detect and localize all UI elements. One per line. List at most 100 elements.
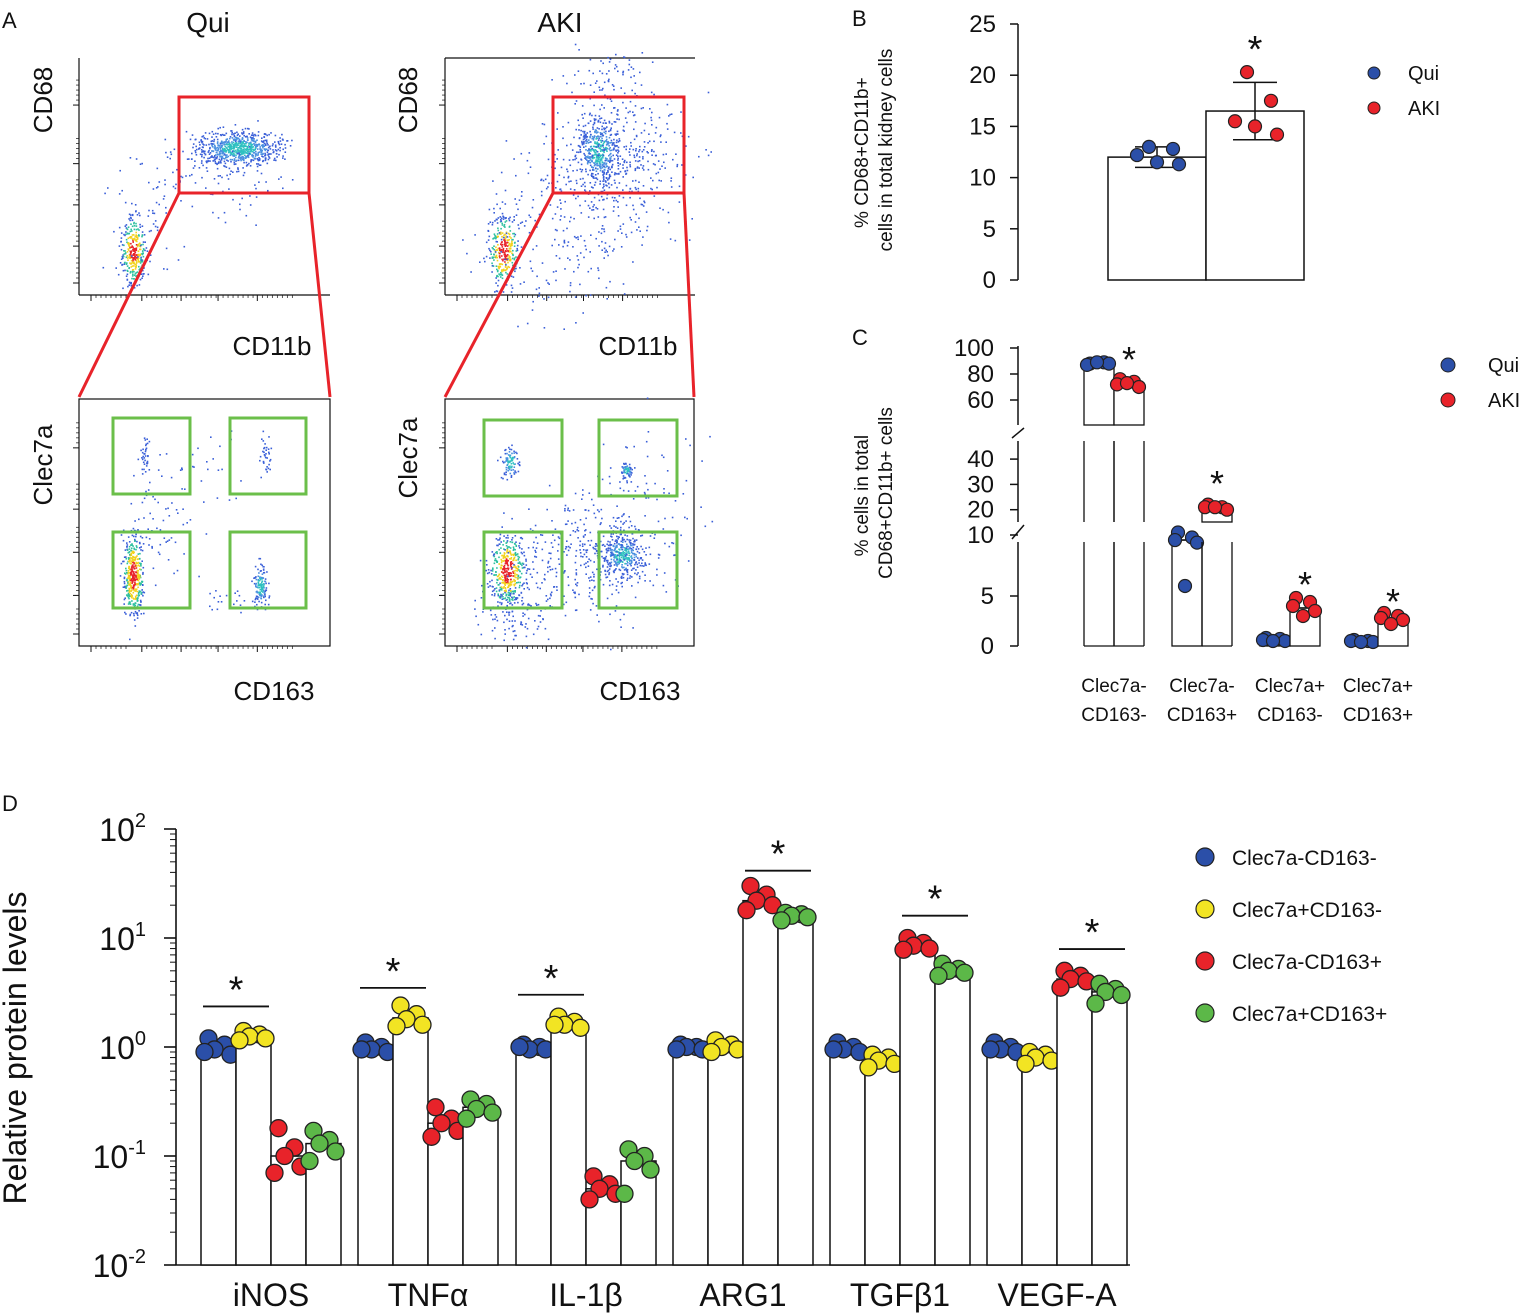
facs-event-dot xyxy=(601,137,603,140)
facs-event-dot xyxy=(121,263,124,266)
facs-event-dot xyxy=(223,148,226,150)
facs-event-dot xyxy=(231,150,234,153)
facs-event-dot xyxy=(163,195,166,197)
facs-event-dot xyxy=(133,249,136,252)
facs-gate-cd68-cd11b[interactable] xyxy=(177,95,311,195)
facs-event-dot xyxy=(252,139,254,141)
facs-event-dot xyxy=(515,471,517,474)
facs-event-dot xyxy=(564,504,567,507)
facs-event-dot xyxy=(260,576,263,579)
facs-event-dot xyxy=(508,451,511,453)
facs-event-dot xyxy=(516,553,519,555)
facs-event-dot xyxy=(126,594,128,596)
facs-event-dot xyxy=(678,201,681,203)
facs-event-dot xyxy=(126,278,129,281)
facs-event-dot xyxy=(632,543,634,545)
facs-event-dot xyxy=(509,235,511,238)
facs-event-dot xyxy=(236,137,239,139)
facs-event-dot xyxy=(515,576,517,579)
facs-event-dot xyxy=(264,603,266,606)
facs-event-dot xyxy=(253,582,256,585)
facs-event-dot xyxy=(505,140,508,142)
facs-event-dot xyxy=(650,150,653,152)
facs-event-dot xyxy=(611,536,613,538)
facs-event-dot xyxy=(265,446,268,449)
facs-event-dot xyxy=(607,544,610,547)
facs-gate-q4[interactable] xyxy=(228,530,308,610)
facs-event-dot xyxy=(621,539,624,542)
facs-event-dot xyxy=(573,591,575,594)
facs-event-dot xyxy=(601,163,604,166)
facs-event-dot xyxy=(601,249,603,251)
facs-event-dot xyxy=(599,523,602,526)
facs-event-dot xyxy=(211,608,213,611)
facs-event-dot xyxy=(531,576,533,578)
facs-event-dot xyxy=(608,136,611,139)
facs-event-dot xyxy=(494,291,496,293)
facs-event-dot xyxy=(562,229,565,232)
facs-event-dot xyxy=(135,275,137,277)
facs-event-dot xyxy=(217,601,220,603)
facs-event-dot xyxy=(535,547,538,549)
facs-gate-q2[interactable] xyxy=(228,416,308,496)
facs-event-dot xyxy=(260,601,263,604)
facs-event-dot xyxy=(237,159,240,162)
facs-event-dot xyxy=(609,129,612,131)
facs-event-dot xyxy=(223,143,226,146)
facs-event-dot xyxy=(182,508,184,510)
facs-event-dot xyxy=(622,196,625,199)
facs-gate-cd68-cd11b[interactable] xyxy=(551,95,686,195)
facs-event-dot xyxy=(629,546,631,549)
facs-event-dot xyxy=(201,153,203,156)
facs-event-dot xyxy=(506,598,509,601)
facs-event-dot xyxy=(616,527,619,529)
facs-event-dot xyxy=(507,454,510,456)
facs-event-dot xyxy=(240,142,242,145)
facs-event-dot xyxy=(516,458,519,460)
facs-event-dot xyxy=(599,161,601,164)
facs-event-dot xyxy=(611,159,614,162)
facs-event-dot xyxy=(221,145,223,147)
facs-event-dot xyxy=(566,540,568,542)
facs-event-dot xyxy=(517,581,520,584)
facs-event-dot xyxy=(606,179,609,181)
facs-event-dot xyxy=(591,589,594,592)
facs-event-dot xyxy=(670,113,673,115)
facs-event-dot xyxy=(493,594,496,597)
facs-event-dot xyxy=(649,535,652,537)
facs-event-dot xyxy=(540,534,542,536)
facs-gate-q1[interactable] xyxy=(111,416,192,496)
facs-event-dot xyxy=(610,558,613,561)
facs-event-dot xyxy=(582,556,584,558)
facs-title-aki: AKI xyxy=(537,7,582,38)
facs-event-dot xyxy=(583,112,586,115)
facs-event-dot xyxy=(564,200,566,203)
facs-event-dot xyxy=(131,558,134,561)
facs-gate-q3[interactable] xyxy=(111,530,192,610)
facs-event-dot xyxy=(635,555,638,558)
facs-event-dot xyxy=(579,549,581,551)
facs-event-dot xyxy=(255,224,257,226)
facs-plot-qui-clec7a-cd163: Clec7a CD163 xyxy=(28,398,331,706)
facs-event-dot xyxy=(499,595,501,598)
facs-event-dot xyxy=(151,209,154,212)
facs-event-dot xyxy=(599,540,602,543)
facs-event-dot xyxy=(608,177,611,179)
facs-event-dot xyxy=(656,186,658,189)
facs-event-dot xyxy=(668,492,670,495)
facs-event-dot xyxy=(129,554,131,556)
facs-event-dot xyxy=(588,150,590,152)
facs-event-dot xyxy=(647,168,650,171)
facs-event-dot xyxy=(202,150,205,153)
facs-event-dot xyxy=(602,535,605,538)
facs-event-dot xyxy=(597,269,600,272)
facs-event-dot xyxy=(496,579,499,581)
facs-event-dot xyxy=(606,566,609,568)
facs-event-dot xyxy=(618,517,620,519)
facs-event-dot xyxy=(488,571,491,574)
facs-event-dot xyxy=(705,149,707,151)
facs-event-dot xyxy=(513,242,516,244)
facs-event-dot xyxy=(567,175,570,178)
facs-event-dot xyxy=(624,534,626,536)
